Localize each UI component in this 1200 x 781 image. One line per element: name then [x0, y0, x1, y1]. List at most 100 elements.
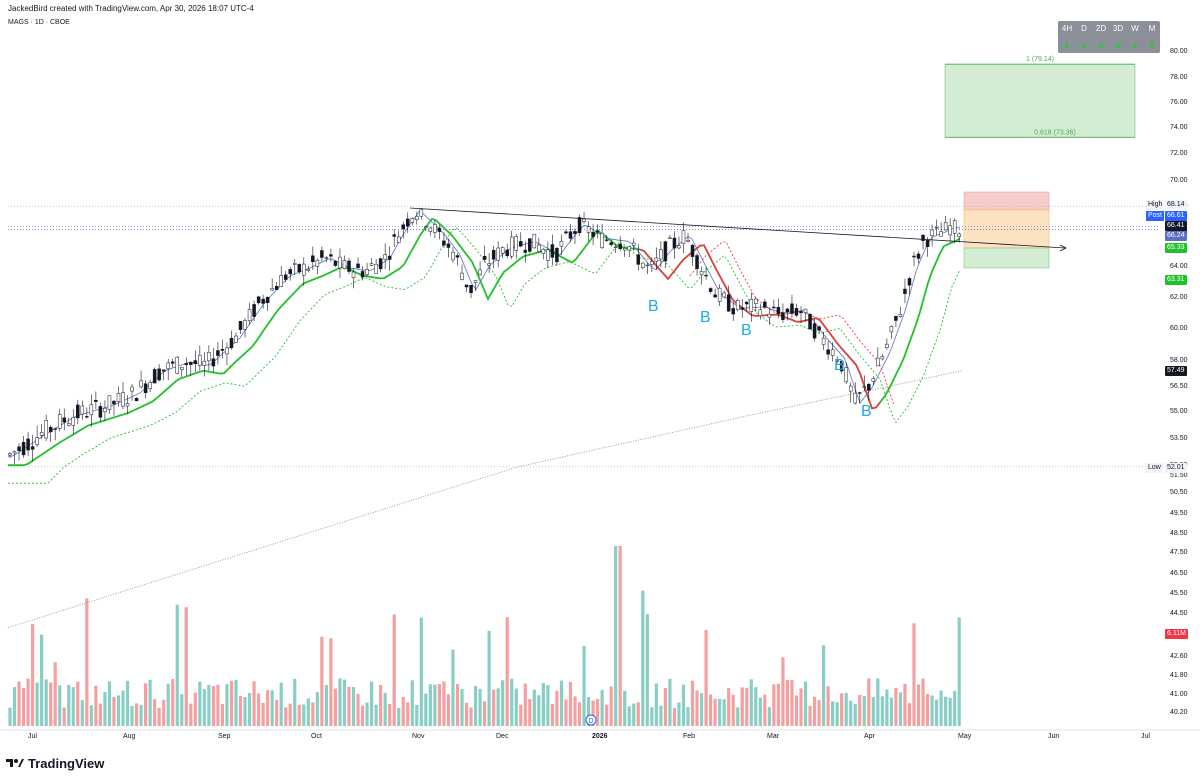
y-tick-label: 78.00	[1170, 74, 1188, 81]
volume-bar	[288, 703, 292, 726]
tf-3d-button[interactable]: 3D	[1112, 24, 1124, 33]
candle-body	[238, 321, 243, 330]
volume-bar	[266, 690, 270, 726]
volume-bar	[315, 692, 319, 726]
candle-body	[668, 237, 672, 239]
volume-bar	[67, 684, 71, 726]
candle-body	[419, 209, 424, 217]
candle-body	[261, 298, 265, 304]
volume-bar	[415, 704, 419, 726]
volume-bar	[704, 629, 708, 726]
ema-fast-line	[8, 210, 961, 457]
volume-bar	[85, 598, 89, 726]
candle-body	[704, 274, 708, 277]
candle-body	[76, 404, 80, 419]
candle-body	[446, 243, 451, 248]
volume-bar	[383, 693, 387, 726]
candle-body	[695, 255, 699, 269]
volume-bar	[867, 678, 871, 726]
tf-w-up-arrow-icon: ▲	[1131, 40, 1139, 49]
volume-bar	[26, 678, 30, 726]
volume-bar	[754, 687, 758, 726]
candle-body	[745, 301, 749, 305]
volume-bar	[623, 690, 627, 726]
candle-body	[229, 337, 234, 349]
volume-bar	[781, 657, 785, 726]
volume-bar	[464, 702, 469, 726]
volume-bar	[559, 680, 564, 726]
candle-body	[207, 352, 211, 362]
volume-bar	[49, 682, 53, 726]
candle-body	[85, 416, 89, 418]
x-tick-label: May	[958, 733, 972, 740]
b-marker-5: B	[861, 403, 872, 420]
ema-fast-price-tag: 66.24	[1165, 231, 1187, 241]
tf-w-button[interactable]: W	[1131, 24, 1139, 33]
tf-m-button[interactable]: M	[1148, 24, 1156, 33]
candle-body	[713, 294, 717, 298]
volume-bar	[116, 695, 121, 726]
candle-body	[537, 244, 541, 252]
candle-body	[848, 385, 853, 392]
candle-body	[225, 347, 229, 355]
volume-bar	[379, 684, 383, 726]
y-tick-label: 70.00	[1170, 177, 1188, 184]
volume-bar	[392, 614, 396, 726]
volume-bar	[483, 701, 487, 726]
y-tick-label: 42.60	[1170, 653, 1188, 660]
y-tick-label: 76.00	[1170, 99, 1188, 106]
candle-body	[329, 254, 333, 257]
volume-bar	[360, 705, 365, 726]
volume-bar	[433, 684, 437, 726]
volume-bar	[550, 703, 554, 726]
volume-bar	[144, 683, 148, 726]
volume-bar	[627, 706, 631, 726]
candle-body	[921, 234, 925, 241]
candle-body	[94, 399, 98, 402]
y-tick-label: 41.00	[1170, 691, 1188, 698]
volume-bar	[858, 694, 862, 726]
volume-bar	[270, 690, 274, 726]
candle-body	[274, 286, 279, 290]
volume-bar	[94, 685, 98, 726]
candle-body	[654, 257, 659, 262]
volume-bar	[62, 707, 66, 726]
volume-bar	[817, 700, 821, 726]
volume-bar	[424, 693, 428, 726]
tf-4h-button[interactable]: 4H	[1061, 24, 1073, 33]
tf-d-button[interactable]: D	[1081, 24, 1087, 33]
volume-bar	[568, 682, 573, 726]
dividend-marker-icon	[585, 714, 597, 726]
volume-bar	[297, 704, 301, 726]
volume-bar	[171, 679, 175, 726]
volume-bar	[668, 678, 672, 726]
y-tick-label: 80.00	[1170, 48, 1188, 55]
candle-body	[247, 309, 252, 321]
volume-bar	[935, 699, 939, 726]
volume-bar	[139, 704, 143, 726]
candle-body	[44, 420, 48, 439]
volume-bar	[225, 684, 229, 726]
x-tick-label: Feb	[683, 733, 696, 740]
candle-body	[763, 301, 767, 308]
trendline	[409, 207, 1066, 249]
candle-body	[338, 256, 342, 269]
candle-body	[817, 326, 821, 331]
tf-2d-button[interactable]: 2D	[1095, 24, 1107, 33]
candle-body	[148, 382, 152, 389]
volume-bar	[216, 684, 220, 726]
candle-body	[604, 239, 609, 241]
volume-bar	[718, 698, 722, 726]
candle-body	[754, 298, 758, 304]
x-tick-label: Jul	[1141, 733, 1150, 740]
volume-bar	[636, 702, 640, 726]
candle-body	[514, 236, 518, 251]
candle-body	[772, 306, 776, 309]
candle-body	[582, 218, 586, 222]
volume-bar	[921, 678, 925, 726]
volume-bar	[803, 681, 808, 726]
volume-bar	[519, 704, 523, 726]
candle-body	[143, 383, 148, 394]
candle-body	[211, 358, 216, 367]
